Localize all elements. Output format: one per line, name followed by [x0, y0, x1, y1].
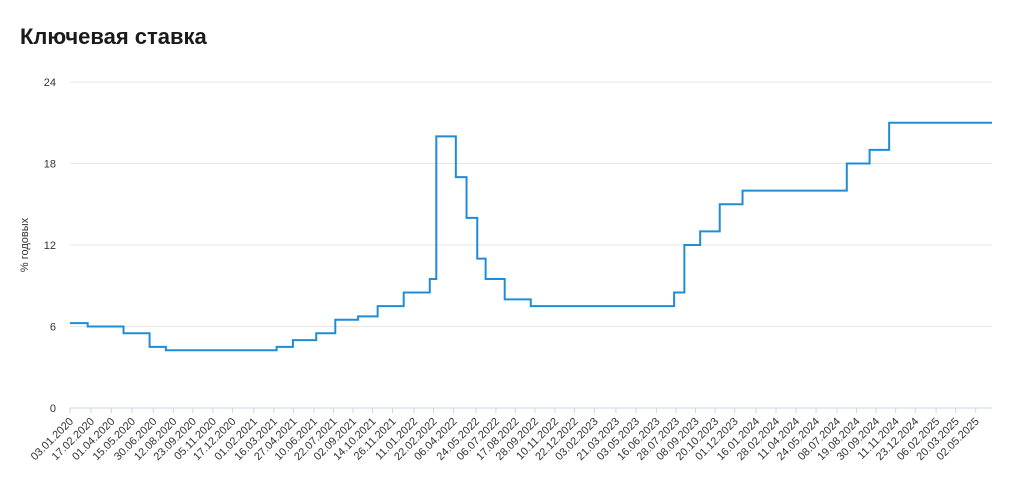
y-tick-label: 0 [50, 403, 56, 415]
y-axis-label: % годовых [19, 217, 31, 272]
series-line [70, 121, 992, 352]
y-tick-label: 12 [44, 240, 56, 252]
y-tick-label: 6 [50, 322, 56, 334]
chart-title: Ключевая ставка [20, 24, 207, 49]
y-tick-label: 18 [44, 159, 56, 171]
y-tick-label: 24 [44, 77, 56, 89]
